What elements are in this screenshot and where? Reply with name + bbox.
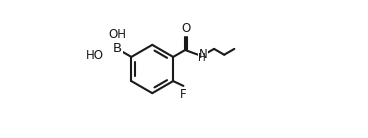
Text: F: F (180, 88, 187, 101)
Text: B: B (113, 43, 122, 55)
Text: OH: OH (109, 28, 127, 41)
Text: H: H (198, 53, 206, 63)
Text: N: N (199, 48, 208, 61)
Text: O: O (181, 22, 191, 35)
Text: HO: HO (85, 49, 103, 62)
